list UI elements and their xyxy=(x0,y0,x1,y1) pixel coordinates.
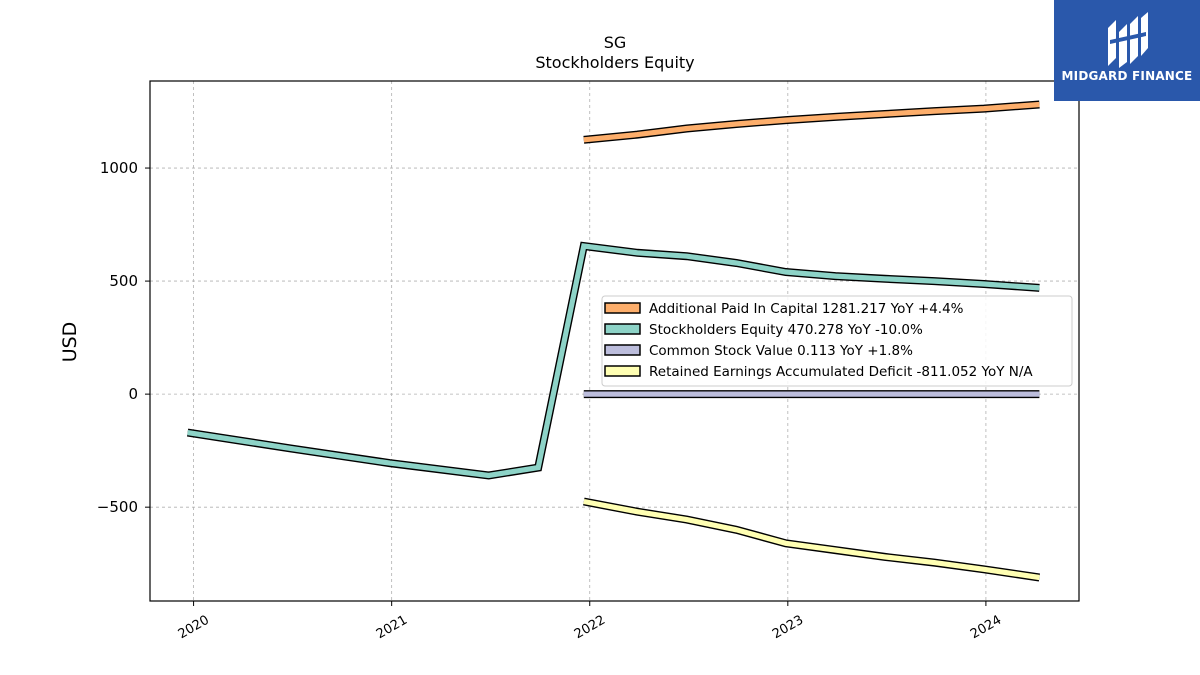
chart-title: SG xyxy=(604,33,627,52)
y-tick-label: −500 xyxy=(97,498,138,516)
x-tick-label: 2024 xyxy=(968,613,1004,643)
legend-box xyxy=(601,295,1073,387)
brand-name: MIDGARD FINANCE xyxy=(1061,69,1193,83)
series-layer xyxy=(186,100,1040,582)
y-axis-label: USD xyxy=(59,322,81,363)
legend-swatch xyxy=(604,323,641,335)
y-tick-label: 0 xyxy=(128,385,138,403)
legend-entry: Retained Earnings Accumulated Deficit -8… xyxy=(649,364,1033,380)
x-tick-label: 2023 xyxy=(770,613,806,643)
midgard-logo-icon xyxy=(1108,12,1148,68)
x-tick-label: 2020 xyxy=(176,613,212,643)
y-tick-label: 500 xyxy=(109,272,138,290)
series-line-3 xyxy=(583,498,1040,581)
legend-entry: Stockholders Equity 470.278 YoY -10.0% xyxy=(649,322,923,338)
y-tick-label: 1000 xyxy=(100,159,138,177)
series-line-1 xyxy=(187,243,1040,479)
legend: Additional Paid In Capital 1281.217 YoY … xyxy=(601,295,1073,387)
legend-swatch xyxy=(604,365,641,377)
x-tick-label: 2022 xyxy=(572,613,608,643)
chart-subtitle: Stockholders Equity xyxy=(535,53,694,72)
legend-entry: Common Stock Value 0.113 YoY +1.8% xyxy=(649,343,913,359)
brand-logo: MIDGARD FINANCE xyxy=(1054,0,1200,101)
legend-swatch xyxy=(604,344,641,356)
legend-swatch xyxy=(604,302,641,314)
plot-frame xyxy=(149,80,1080,602)
legend-entry: Additional Paid In Capital 1281.217 YoY … xyxy=(649,301,964,317)
series-line-0 xyxy=(583,101,1040,143)
x-tick-label: 2021 xyxy=(374,613,410,643)
